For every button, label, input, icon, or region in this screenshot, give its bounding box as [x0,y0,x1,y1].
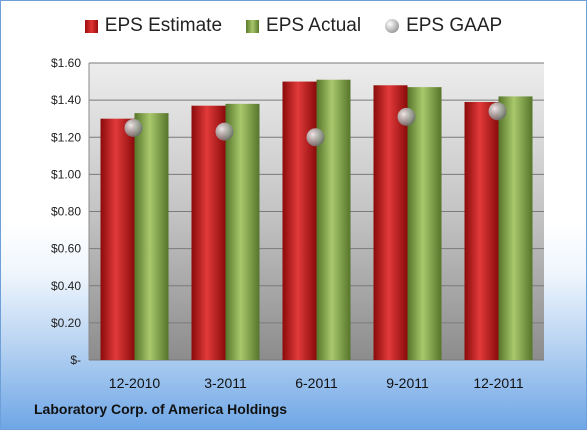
bar-eps-actual [225,103,260,361]
y-tick-label: $1.60 [51,56,81,70]
x-tick-label: 9-2011 [386,375,429,391]
y-tick-label: $0.80 [51,205,81,219]
y-tick-label: $0.40 [51,279,81,293]
legend-swatch-eps-estimate [84,19,98,33]
bar-eps-estimate [100,118,135,360]
legend-item-eps-estimate: EPS Estimate [84,15,223,37]
bar-eps-actual [134,113,169,361]
legend-swatch-eps-actual [246,19,260,33]
bar-eps-estimate [282,81,317,360]
legend-item-eps-actual: EPS Actual [246,15,361,37]
legend-label-eps-estimate: EPS Estimate [104,15,223,36]
bar-eps-estimate [464,101,499,360]
y-tick-label: $1.20 [51,130,81,144]
y-tick-label: $0.20 [51,316,81,330]
legend-label-eps-gaap: EPS GAAP [406,15,503,36]
x-tick-label: 6-2011 [295,375,338,391]
legend: EPS Estimate EPS Actual EPS GAAP [1,15,586,37]
point-eps-gaap [124,118,143,137]
bar-eps-estimate [373,85,408,361]
bar-eps-actual [316,79,351,361]
y-tick-label: $0.60 [51,242,81,256]
bar-eps-actual [407,87,442,360]
legend-label-eps-actual: EPS Actual [266,15,362,36]
point-eps-gaap [306,128,325,147]
y-tick-label: $- [70,353,81,367]
x-tick-label: 3-2011 [204,375,247,391]
company-name: Laboratory Corp. of America Holdings [34,401,288,417]
bar-eps-estimate [191,105,226,360]
x-tick-label: 12-2011 [473,375,524,391]
legend-item-eps-gaap: EPS GAAP [385,15,502,37]
bar-eps-actual [498,96,533,360]
point-eps-gaap [397,107,416,126]
y-tick-label: $1.40 [51,93,81,107]
legend-swatch-eps-gaap [385,19,400,33]
point-eps-gaap [488,102,507,121]
y-tick-label: $1.00 [51,167,81,181]
point-eps-gaap [215,122,234,141]
x-tick-label: 12-2010 [109,375,161,391]
